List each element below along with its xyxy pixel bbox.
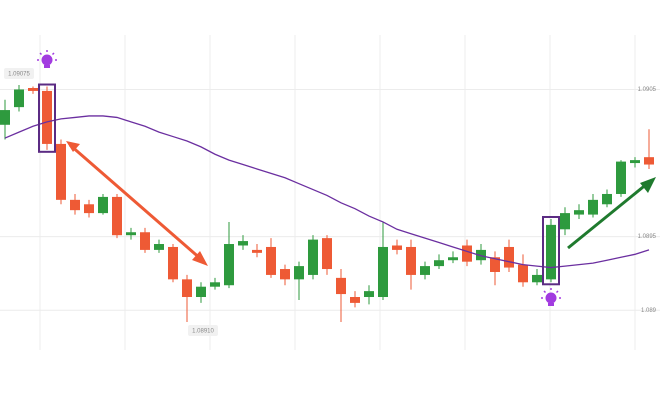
vertical-grid xyxy=(39,35,636,350)
annotation: 1.09075 xyxy=(8,72,30,78)
candle-body xyxy=(294,266,304,280)
candle-body xyxy=(420,266,430,275)
candle-body xyxy=(56,143,66,200)
candle-body xyxy=(182,279,192,298)
candle-body xyxy=(518,264,528,283)
candle-body xyxy=(42,90,52,144)
candle-body xyxy=(154,244,164,250)
candle-body xyxy=(196,286,206,298)
moving-average xyxy=(4,115,650,269)
candle-body xyxy=(280,269,290,280)
candle-body xyxy=(378,246,388,298)
candle-body xyxy=(644,157,654,165)
arrow-down xyxy=(66,141,208,266)
annotation-box xyxy=(4,68,34,79)
candle-body xyxy=(476,249,486,261)
candle-body xyxy=(98,196,108,214)
candle-body xyxy=(322,238,332,270)
candle-body xyxy=(266,246,276,275)
candle-body xyxy=(84,204,94,214)
bulb-icon xyxy=(37,50,57,68)
candle-body xyxy=(448,257,458,261)
candle-body xyxy=(560,213,570,230)
highlight-box xyxy=(38,83,56,153)
candle-body xyxy=(238,241,248,246)
candle-body xyxy=(70,199,80,211)
annotation-box xyxy=(188,325,218,336)
candle-body xyxy=(252,249,262,253)
highlight-box xyxy=(542,215,560,286)
candle-body xyxy=(490,257,500,272)
candle-body xyxy=(0,110,10,125)
candle-body xyxy=(168,246,178,280)
y-tick-label: 1.0895 xyxy=(638,234,657,240)
candle-body xyxy=(462,245,472,262)
candle-body xyxy=(140,232,150,250)
candle-body xyxy=(392,245,402,250)
candle-body xyxy=(350,297,360,303)
candle-body xyxy=(588,199,598,215)
candle-body xyxy=(504,246,514,268)
candle-body xyxy=(406,246,416,275)
candle-body xyxy=(126,232,136,236)
bulb-icon xyxy=(541,288,561,306)
y-tick-label: 1.0905 xyxy=(638,87,657,93)
candle-body xyxy=(630,160,640,164)
candle-body xyxy=(210,282,220,287)
candle-body xyxy=(364,291,374,298)
annotation: 1.08910 xyxy=(192,329,214,335)
candle-body xyxy=(434,260,444,267)
candle-body xyxy=(532,274,542,283)
candle-body xyxy=(336,277,346,295)
candle-body xyxy=(28,87,38,91)
candle-body xyxy=(546,224,556,280)
candle-body xyxy=(574,210,584,215)
candle-body xyxy=(14,89,24,108)
candle-body xyxy=(224,244,234,286)
candle-body xyxy=(308,239,318,275)
arrow-up xyxy=(567,177,656,250)
y-tick-label: 1.089 xyxy=(641,308,657,314)
candle-body xyxy=(616,161,626,194)
candle-body xyxy=(112,196,122,236)
candle-body xyxy=(602,193,612,205)
